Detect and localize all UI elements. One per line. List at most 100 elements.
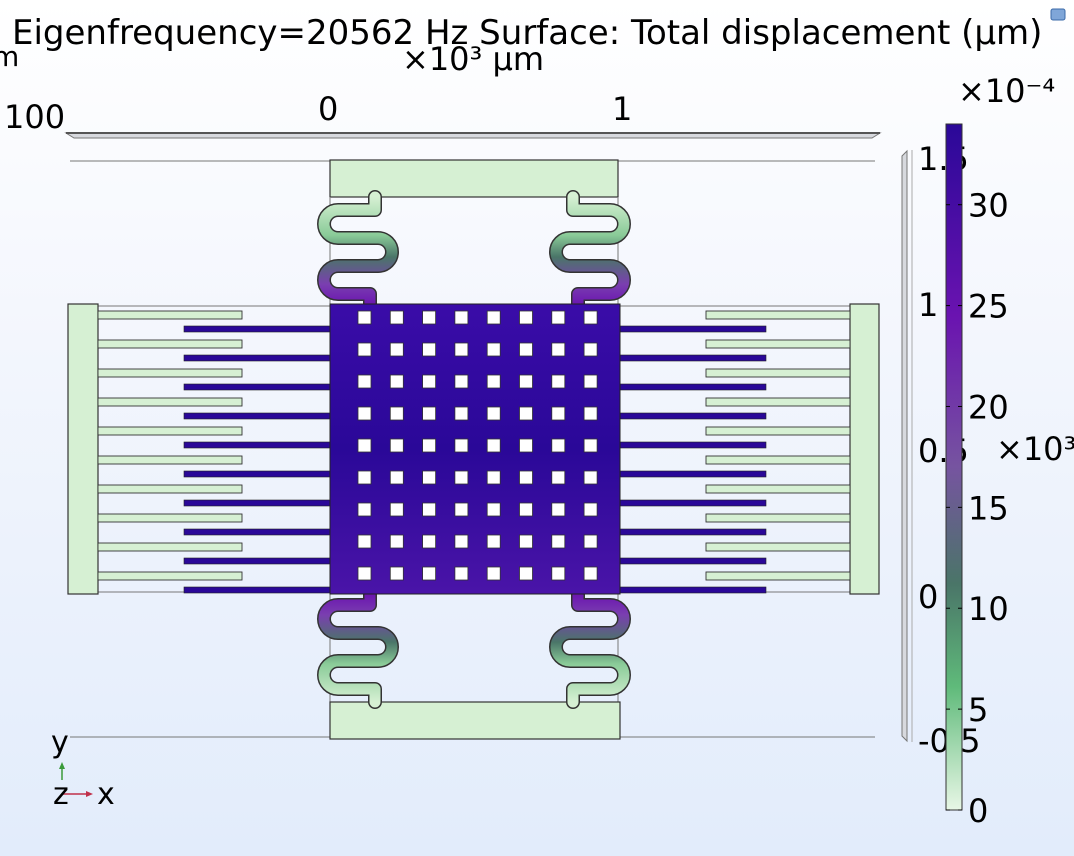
moving-comb-finger xyxy=(183,412,333,420)
etch-hole xyxy=(357,534,372,549)
etch-hole xyxy=(422,566,437,581)
colorbar: ×10⁻⁴ 0 5 10 15 20 25 30 xyxy=(945,72,1055,830)
etch-hole xyxy=(486,342,501,357)
moving-comb-finger xyxy=(617,528,767,536)
anchors xyxy=(67,159,880,740)
colorbar-tick-label: 15 xyxy=(968,489,1009,527)
etch-hole xyxy=(583,566,598,581)
fixed-comb-finger xyxy=(705,368,851,378)
etch-hole xyxy=(551,310,566,325)
etch-hole xyxy=(583,534,598,549)
moving-comb-finger xyxy=(183,557,333,565)
colorbar-tick-label: 30 xyxy=(968,187,1009,225)
etch-hole xyxy=(583,406,598,421)
etch-hole xyxy=(422,342,437,357)
etch-hole xyxy=(357,310,372,325)
etch-hole xyxy=(454,342,469,357)
moving-comb-finger xyxy=(183,325,333,333)
etch-hole xyxy=(583,374,598,389)
etch-hole xyxy=(389,342,404,357)
etch-hole xyxy=(454,406,469,421)
moving-comb-finger xyxy=(183,354,333,362)
moving-comb-finger xyxy=(183,528,333,536)
colorbar-gradient-bar xyxy=(945,123,963,811)
etch-hole xyxy=(486,534,501,549)
etch-hole xyxy=(583,310,598,325)
moving-comb-finger xyxy=(183,470,333,478)
fixed-comb-finger xyxy=(97,513,243,523)
etch-hole xyxy=(583,502,598,517)
plot-title: Eigenfrequency=20562 Hz Surface: Total d… xyxy=(12,13,1042,53)
y-tick-0: 0 xyxy=(918,578,938,616)
etch-hole xyxy=(551,406,566,421)
moving-comb-finger xyxy=(617,354,767,362)
fixed-comb-finger xyxy=(705,484,851,494)
moving-comb-finger xyxy=(617,586,767,594)
colorbar-exponent: ×10⁻⁴ xyxy=(958,72,1055,110)
etch-hole xyxy=(486,566,501,581)
etch-hole xyxy=(519,438,533,453)
etch-hole xyxy=(389,534,404,549)
etch-hole xyxy=(357,342,372,357)
etch-hole xyxy=(551,438,566,453)
etch-hole xyxy=(389,438,404,453)
etch-hole xyxy=(357,566,372,581)
colorbar-tick-label: 10 xyxy=(968,590,1009,628)
fixed-comb-finger xyxy=(705,310,851,320)
colorbar-tick-label: 5 xyxy=(968,691,988,729)
colorbar-tick-label: 25 xyxy=(968,288,1009,326)
etch-hole xyxy=(519,534,533,549)
etch-hole xyxy=(519,374,533,389)
fixed-comb-finger xyxy=(705,571,851,581)
etch-hole xyxy=(422,310,437,325)
toolbar-icon[interactable] xyxy=(1050,8,1066,21)
triad-x-label: x xyxy=(97,777,115,812)
etch-hole xyxy=(389,502,404,517)
etch-hole xyxy=(422,534,437,549)
fixed-comb-finger xyxy=(97,368,243,378)
left-comb-drive xyxy=(97,310,333,594)
y-scale-label: ×10³ xyxy=(996,430,1074,468)
etch-hole xyxy=(551,470,566,485)
fixed-comb-finger xyxy=(705,339,851,349)
colorbar-tick-label: 0 xyxy=(968,792,988,830)
right-comb-drive xyxy=(617,310,851,594)
moving-comb-finger xyxy=(617,557,767,565)
etch-hole xyxy=(454,502,469,517)
etch-hole xyxy=(519,406,533,421)
etch-hole xyxy=(486,406,501,421)
etch-hole xyxy=(422,502,437,517)
etch-hole xyxy=(422,406,437,421)
etch-hole xyxy=(422,470,437,485)
right-anchor xyxy=(849,303,880,595)
serpentine-springs xyxy=(317,190,631,709)
etch-hole xyxy=(454,374,469,389)
etch-hole xyxy=(551,534,566,549)
etch-hole xyxy=(357,374,372,389)
fixed-comb-finger xyxy=(705,513,851,523)
clipped-left-tick: 100 xyxy=(4,98,65,136)
fixed-comb-finger xyxy=(97,397,243,407)
etch-hole xyxy=(357,406,372,421)
fixed-comb-finger xyxy=(97,339,243,349)
etch-hole xyxy=(454,310,469,325)
etch-hole xyxy=(551,502,566,517)
x-axis-bar xyxy=(64,132,882,139)
colorbar-tick-label: 20 xyxy=(968,388,1009,426)
etch-hole xyxy=(389,406,404,421)
etch-hole xyxy=(389,310,404,325)
fixed-comb-finger xyxy=(705,426,851,436)
y-tick-1: 1 xyxy=(918,286,938,324)
etch-holes xyxy=(357,310,598,581)
etch-hole xyxy=(486,470,501,485)
moving-comb-finger xyxy=(617,383,767,391)
etch-hole xyxy=(486,502,501,517)
etch-hole xyxy=(519,310,533,325)
etch-hole xyxy=(519,566,533,581)
etch-hole xyxy=(422,374,437,389)
spring-bottom-left xyxy=(317,586,399,709)
moving-comb-finger xyxy=(183,586,333,594)
moving-comb-finger xyxy=(617,470,767,478)
moving-comb-finger xyxy=(183,383,333,391)
